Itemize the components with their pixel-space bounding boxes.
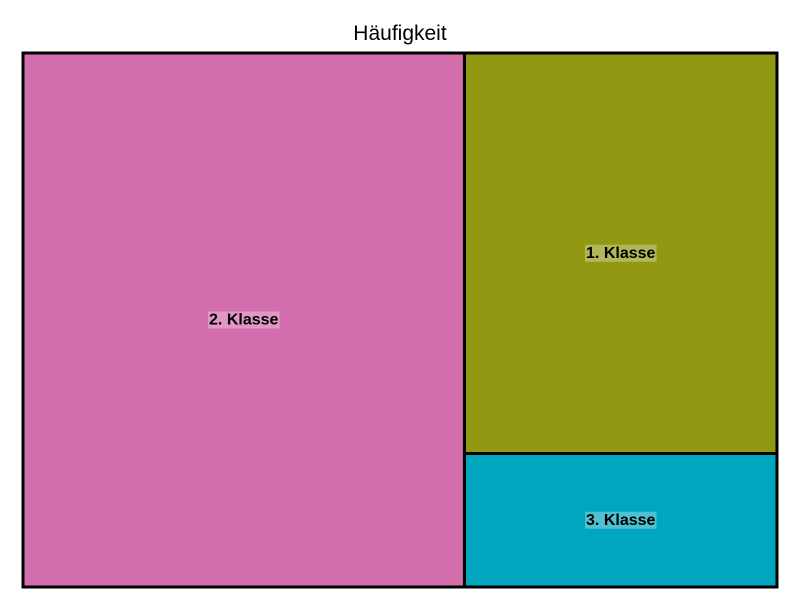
tile-label-2-klasse: 2. Klasse — [209, 312, 278, 329]
tile-label-1-klasse: 1. Klasse — [586, 245, 655, 262]
tile-label-3-klasse: 3. Klasse — [586, 512, 655, 529]
tile-label-group-1-klasse: 1. Klasse — [585, 244, 657, 262]
tile-label-group-2-klasse: 2. Klasse — [208, 311, 280, 329]
tile-label-background — [585, 511, 657, 529]
tile-label-background — [585, 244, 657, 262]
treemap-tiles — [21, 51, 779, 589]
treemap-border — [21, 51, 779, 589]
tile-label-background — [208, 311, 280, 329]
treemap-labels: 2. Klasse 1. Klasse 3. Klasse — [208, 244, 657, 529]
tile-label-group-3-klasse: 3. Klasse — [585, 511, 657, 529]
chart-title: Häufigkeit — [353, 22, 447, 45]
